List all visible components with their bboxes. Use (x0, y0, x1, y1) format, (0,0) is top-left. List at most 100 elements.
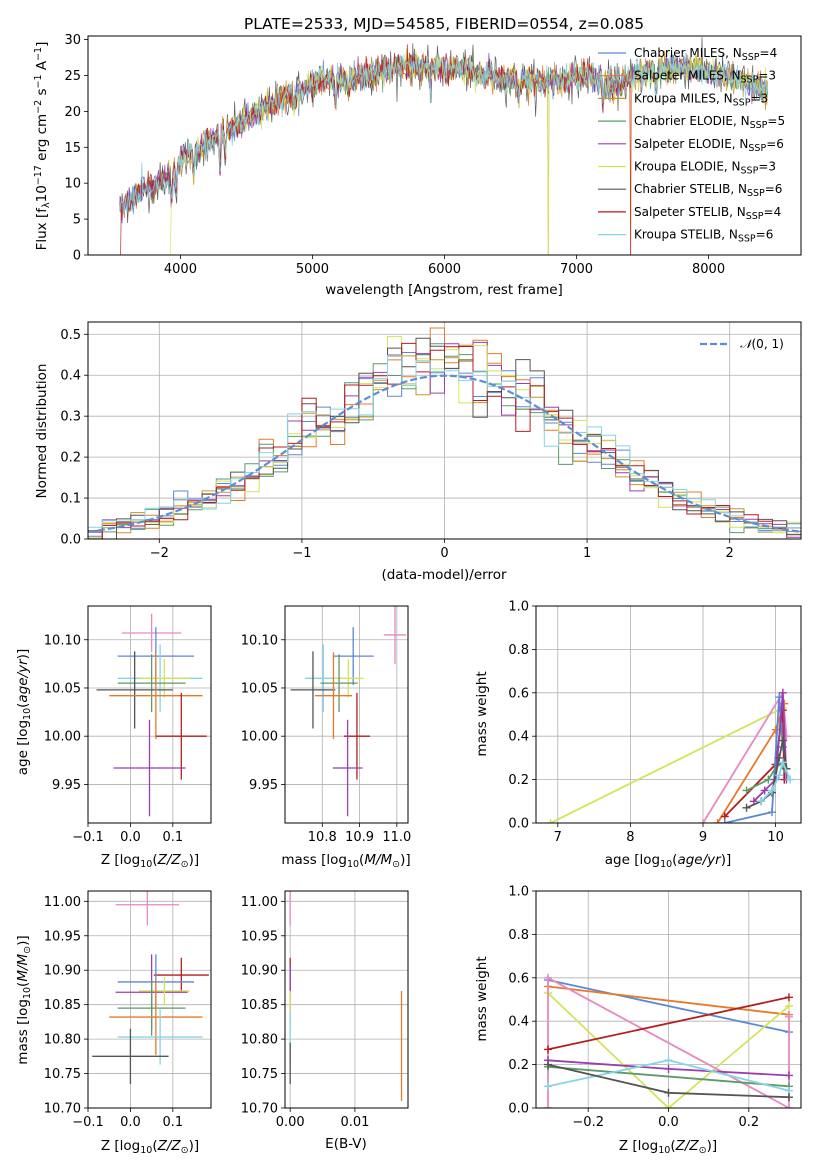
label-part: Kroupa STELIB, N (634, 228, 738, 242)
label-part: SSP (742, 52, 760, 63)
y-tick-label: 15 (64, 141, 81, 156)
x-tick-label: 11.0 (382, 830, 411, 845)
y-tick-label: 10.90 (44, 964, 81, 979)
mass-weight-marker (720, 819, 729, 823)
label-part: =3 (758, 160, 776, 174)
label-part: −17 (33, 165, 44, 185)
mass-weight-marker (778, 758, 787, 767)
gaussian-curve (88, 374, 801, 533)
label-part: Kroupa MILES, N (634, 91, 733, 105)
mass-weight-marker (764, 775, 773, 784)
axes-frame (87, 35, 802, 256)
label-part: 𝒩 (740, 337, 755, 351)
label-part: SSP (738, 234, 756, 245)
label-part: age/yr (15, 658, 31, 703)
y-tick-label: 10.95 (241, 929, 278, 944)
x-tick-label: 0.1 (162, 1115, 183, 1130)
label-part: Chabrier MILES, N (634, 46, 742, 60)
mass-weight-marker (664, 1104, 673, 1108)
mass-weight-marker (546, 819, 555, 823)
x-tick-label: 0.0 (120, 830, 141, 845)
label-part: SSP (748, 143, 766, 154)
plot-area (88, 327, 801, 539)
x-axis-label: mass [log10(M/M⊙)] (281, 852, 410, 870)
y-tick-label: 0 (73, 249, 81, 264)
plot-area (289, 891, 403, 1102)
x-tick-label: 10 (767, 830, 784, 845)
y-tick-label: 10.70 (241, 1102, 278, 1117)
x-axis-label: wavelength [Angstrom, rest frame] (325, 282, 563, 298)
label-part: Chabrier ELODIE, N (634, 114, 750, 128)
y-axis-label: mass [log10(M/M⊙)] (15, 935, 33, 1064)
label-part: 10 (34, 185, 50, 202)
x-tick-label: 0 (440, 546, 448, 561)
y-tick-label: 0.6 (508, 971, 529, 986)
panel-mass_vs_Z: −0.1 0.0 0.1 10.70 10.75 10.80 10.85 10.90 10.95… (44, 890, 212, 1130)
x-axis-label: (data-model)/error (381, 567, 507, 583)
axes-frame (284, 890, 409, 1109)
legend-entry: Kroupa MILES, NSSP=3 (634, 91, 768, 108)
label-part: s (34, 88, 50, 99)
mass-weight-marker (664, 1056, 673, 1065)
x-tick-label: 0.00 (276, 1115, 305, 1130)
y-axis-label: mass weight (474, 956, 490, 1041)
label-part: (0, 1) (752, 337, 784, 351)
label-part: =3 (750, 91, 768, 105)
mass-weight-marker (778, 736, 787, 745)
legend-entry: Kroupa STELIB, NSSP=6 (634, 228, 773, 245)
mass-weight-marker (760, 786, 769, 795)
x-tick-label: 7000 (560, 262, 593, 277)
legend-entry: Chabrier STELIB, NSSP=6 (634, 182, 782, 199)
x-tick-label: 10.8 (308, 830, 337, 845)
label-part: Z [log (619, 1138, 658, 1154)
x-tick-label: 0.0 (658, 1115, 679, 1130)
y-tick-label: 10.10 (241, 633, 278, 648)
mass-weight-marker (767, 808, 776, 817)
axes-frame (87, 890, 212, 1109)
x-tick-label: 1 (583, 546, 591, 561)
label-part: =4 (764, 205, 782, 219)
axes-frame (87, 321, 802, 540)
histogram-step (88, 354, 801, 533)
mass-weight-marker (544, 1082, 553, 1091)
label-part: ( (670, 1138, 675, 1154)
panel-age_vs_Z: −0.1 0.0 0.1 9.95 10.00 10.05 10.10 (44, 605, 212, 845)
x-tick-label: 0.1 (162, 830, 183, 845)
label-part: mass [log (15, 999, 31, 1065)
y-tick-label: 10.85 (241, 998, 278, 1013)
y-tick-label: 9.95 (249, 778, 278, 793)
plot-area (92, 891, 209, 1084)
label-part: )] (189, 1138, 200, 1154)
legend-entry: Kroupa ELODIE, NSSP=3 (634, 160, 776, 177)
label-part: −1 (33, 74, 44, 88)
label-part: ⊙ (22, 946, 33, 954)
mass-weight-marker (771, 725, 780, 734)
label-part: Z/Z (157, 852, 182, 868)
label-part: A (34, 60, 50, 74)
plot-area (119, 37, 769, 255)
x-axis-label: Z [log10(Z/Z⊙)] (619, 1138, 717, 1156)
label-part: =5 (767, 114, 785, 128)
mass-weight-marker (775, 771, 784, 780)
y-tick-label: 0.8 (508, 928, 529, 943)
mass-weight-marker (544, 973, 553, 982)
x-tick-label: 0.2 (738, 1115, 759, 1130)
panel-residuals: −2 −1 0 1 2 0.0 0.1 0.2 0.3 0.4 0.5 (60, 321, 802, 561)
y-tick-label: 25 (64, 69, 81, 84)
y-tick-label: 10.75 (44, 1067, 81, 1082)
label-part: SSP (750, 120, 768, 131)
x-tick-label: 8000 (692, 262, 725, 277)
label-part: ⊙ (181, 1145, 189, 1156)
label-part: )] (189, 852, 200, 868)
y-tick-label: 0.0 (60, 533, 81, 548)
x-axis-label: E(B-V) (325, 1136, 367, 1152)
mass-weight-marker (784, 1012, 793, 1021)
y-tick-label: 5 (73, 213, 81, 228)
y-axis-label: Normed distribution (34, 364, 50, 499)
axes-frame (535, 890, 802, 1109)
label-part: 10 (140, 1145, 152, 1156)
mass-weight-marker (767, 786, 776, 795)
legend-entry: Chabrier ELODIE, NSSP=5 (634, 114, 785, 131)
label-part: Chabrier STELIB, N (634, 182, 747, 196)
